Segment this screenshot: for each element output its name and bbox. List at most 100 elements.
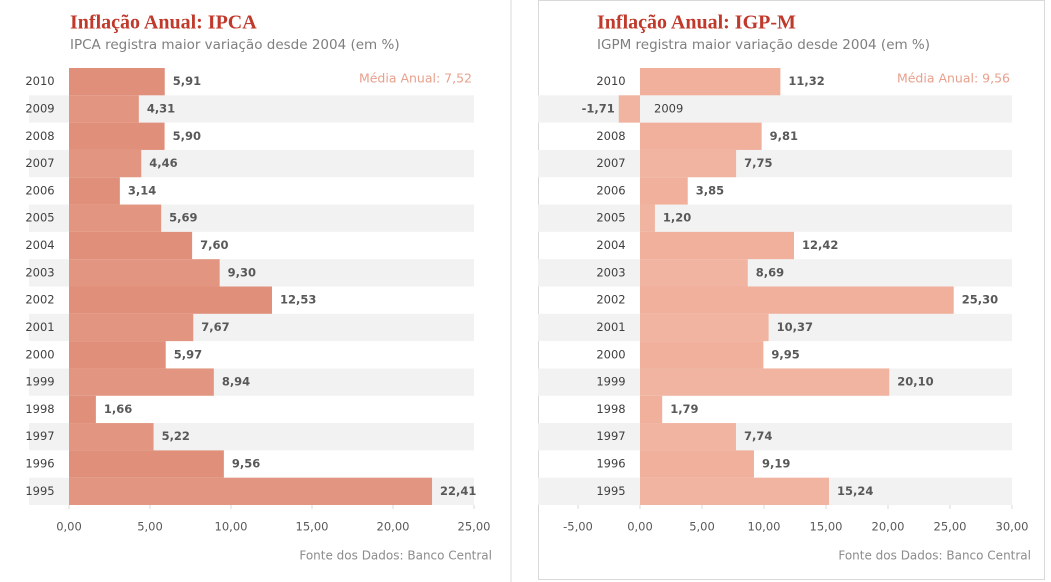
- x-tick-label: 5,00: [689, 520, 715, 534]
- panel-border: [538, 0, 1045, 580]
- value-label: 7,75: [744, 156, 772, 170]
- category-label: 2008: [25, 129, 54, 143]
- category-label: 2005: [596, 211, 625, 225]
- category-label: 2005: [25, 211, 54, 225]
- bar: [618, 95, 640, 123]
- row-band: [538, 259, 1012, 287]
- source: Fonte dos Dados: Banco Central: [299, 549, 492, 563]
- value-label: 7,67: [201, 320, 229, 334]
- bar: [69, 395, 96, 424]
- bar: [69, 68, 165, 96]
- category-label: 2010: [25, 74, 54, 88]
- value-label: 22,41: [440, 484, 476, 498]
- bar: [69, 423, 154, 451]
- category-label: 2007: [596, 156, 625, 170]
- category-label: 2000: [25, 347, 54, 361]
- category-label: 1999: [25, 375, 54, 389]
- category-label: 2004: [25, 238, 54, 252]
- x-tick-label: 15,00: [296, 520, 329, 534]
- category-label: 2002: [596, 293, 625, 307]
- bar: [640, 122, 762, 150]
- value-label: -1,71: [582, 101, 615, 115]
- x-tick-label: 20,00: [377, 520, 410, 534]
- value-label: 20,10: [897, 375, 933, 389]
- source: Fonte dos Dados: Banco Central: [838, 549, 1031, 563]
- value-label: 12,53: [280, 293, 316, 307]
- bar: [69, 368, 214, 396]
- category-label: 2001: [596, 320, 625, 334]
- value-label: 5,90: [173, 129, 201, 143]
- value-label: 4,31: [147, 101, 175, 115]
- x-tick-label: 5,00: [137, 520, 163, 534]
- bar: [640, 68, 781, 96]
- bar: [640, 231, 795, 260]
- category-label: 2010: [596, 74, 625, 88]
- bar: [640, 341, 764, 369]
- bar: [640, 368, 890, 396]
- bar: [640, 313, 769, 342]
- bar: [640, 395, 663, 424]
- category-label: 1996: [596, 457, 625, 471]
- value-label: 9,56: [232, 457, 260, 471]
- row-band: [538, 423, 1012, 451]
- value-label: 9,19: [762, 457, 790, 471]
- category-label: 2009: [25, 101, 54, 115]
- bar: [69, 477, 433, 505]
- x-tick-label: 20,00: [872, 520, 905, 534]
- value-label: 15,24: [837, 484, 873, 498]
- bar: [640, 286, 954, 314]
- category-label: 1999: [596, 375, 625, 389]
- value-label: 9,95: [771, 347, 799, 361]
- value-label: 8,94: [222, 375, 250, 389]
- category-label: 1995: [596, 484, 625, 498]
- category-label: 2006: [25, 183, 54, 197]
- chart-subtitle: IGPM registra maior variação desde 2004 …: [597, 37, 930, 53]
- category-label: 1998: [596, 402, 625, 416]
- value-label: 25,30: [962, 293, 998, 307]
- value-label: 9,81: [770, 129, 798, 143]
- value-label: 1,20: [663, 211, 691, 225]
- bar: [69, 450, 224, 478]
- value-label: 5,97: [174, 347, 202, 361]
- category-label: 1997: [596, 429, 625, 443]
- category-label: 2003: [25, 265, 54, 279]
- category-label: 1997: [25, 429, 54, 443]
- bar: [69, 259, 220, 287]
- value-label: 7,74: [744, 429, 772, 443]
- x-tick-label: 15,00: [810, 520, 843, 534]
- bar: [69, 177, 120, 205]
- category-label: 2006: [596, 183, 625, 197]
- category-label: 2002: [25, 293, 54, 307]
- bar: [640, 149, 737, 178]
- bar: [640, 477, 829, 505]
- value-label: 9,30: [228, 265, 256, 279]
- bar: [640, 450, 754, 478]
- bar: [69, 204, 162, 232]
- row-band: [538, 313, 1012, 342]
- x-tick-label: 10,00: [748, 520, 781, 534]
- value-label: 7,60: [200, 238, 228, 252]
- value-label: 3,14: [128, 183, 156, 197]
- bar: [640, 259, 748, 287]
- category-label: 2007: [25, 156, 54, 170]
- x-tick-label: 0,00: [56, 520, 82, 534]
- x-tick-label: 10,00: [215, 520, 248, 534]
- category-label: 2008: [596, 129, 625, 143]
- category-label: 2004: [596, 238, 625, 252]
- value-label: 4,46: [149, 156, 177, 170]
- bar: [69, 149, 142, 178]
- x-tick-label: 25,00: [934, 520, 967, 534]
- annotation: Média Anual: 7,52: [359, 71, 472, 86]
- value-label: 5,91: [173, 74, 201, 88]
- bar: [640, 177, 688, 205]
- annotation: Média Anual: 9,56: [897, 71, 1010, 86]
- value-label: 3,85: [696, 183, 724, 197]
- bar: [69, 286, 272, 314]
- chart-title: Inflação Anual: IPCA: [70, 12, 257, 34]
- category-label: 1995: [25, 484, 54, 498]
- x-tick-label: 30,00: [996, 520, 1029, 534]
- category-label: 1996: [25, 457, 54, 471]
- row-band: [538, 149, 1012, 178]
- row-band: [538, 204, 1012, 232]
